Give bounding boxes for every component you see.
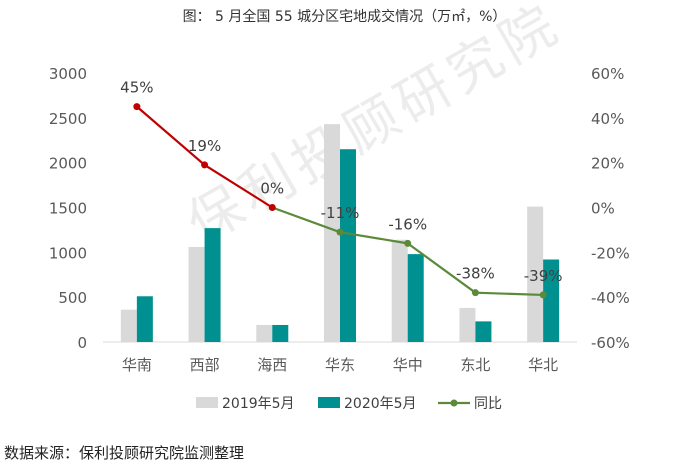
yoy-line: 45% 19% 0% -11% -16% -38% -39% [120, 79, 563, 299]
yoy-data-label: -11% [321, 204, 360, 222]
bars [120, 124, 560, 342]
x-tick-label: 东北 [460, 356, 490, 374]
left-tick-label: 1000 [49, 244, 87, 262]
x-tick-label: 西部 [190, 356, 220, 374]
chart-title: 图： 5 月全国 55 城分区宅地成交情况（万㎡，%） [182, 9, 507, 25]
yoy-point [539, 291, 547, 299]
x-tick-label: 海西 [257, 356, 287, 374]
yoy-point [268, 204, 276, 211]
yoy-line-segment [407, 242, 477, 294]
yoy-line-segment [136, 105, 206, 166]
bar-2019 [324, 124, 340, 342]
right-tick-label: 0% [591, 200, 615, 218]
legend-label-2020: 2020年5月 [344, 396, 417, 412]
right-tick-label: -20% [591, 244, 630, 262]
bar-2020 [407, 254, 424, 342]
right-tick-label: 20% [591, 155, 624, 173]
yoy-data-label: -38% [456, 265, 495, 283]
bar-2020 [543, 259, 560, 342]
x-tick-label: 华南 [122, 356, 152, 374]
bar-2019 [120, 309, 137, 342]
left-tick-label: 3000 [49, 65, 87, 83]
yoy-point [133, 103, 141, 111]
yoy-data-label: 19% [188, 137, 221, 155]
right-tick-label: 60% [591, 65, 624, 83]
left-axis: 0 500 1000 1500 2000 2500 3000 [49, 65, 87, 352]
left-tick-label: 0 [77, 334, 87, 352]
legend-swatch-2020 [318, 397, 340, 408]
bar-2019 [527, 206, 544, 342]
yoy-point [471, 289, 479, 297]
legend-marker-yoy [450, 399, 458, 407]
bar-2019 [256, 324, 273, 342]
x-tick-label: 华东 [325, 356, 355, 374]
bar-2019 [391, 239, 408, 342]
yoy-point [201, 161, 209, 169]
left-tick-label: 2500 [49, 110, 87, 128]
bar-2020 [340, 149, 356, 342]
left-tick-label: 500 [58, 289, 87, 307]
legend: 2019年5月 2020年5月 同比 [196, 396, 502, 412]
yoy-line-segment [475, 291, 544, 297]
right-tick-label: 40% [591, 110, 624, 128]
right-tick-label: -60% [591, 334, 630, 352]
yoy-line-segment [271, 206, 341, 234]
bar-2020 [136, 296, 153, 342]
yoy-line-segment [339, 231, 408, 245]
yoy-data-label: -16% [388, 215, 427, 233]
bar-2019 [188, 246, 205, 342]
legend-swatch-2019 [196, 397, 218, 408]
left-tick-label: 1500 [49, 200, 87, 218]
legend-label-2019: 2019年5月 [222, 396, 295, 412]
bar-2020 [272, 324, 289, 342]
bar-2020 [204, 228, 221, 342]
yoy-data-label: 0% [260, 180, 284, 198]
bar-2020 [475, 321, 492, 342]
yoy-data-label: 45% [120, 79, 153, 97]
source-note: 数据来源：保利投顾研究院监测整理 [4, 444, 245, 462]
bar-2019 [459, 307, 476, 342]
yoy-line-segment [203, 163, 273, 209]
right-tick-label: -40% [591, 289, 630, 307]
right-axis: -60% -40% -20% 0% 20% 40% 60% [591, 65, 630, 352]
legend-label-yoy: 同比 [474, 396, 502, 412]
yoy-point [336, 228, 344, 236]
x-tick-label: 华北 [528, 356, 558, 374]
x-axis: 华南 西部 海西 华东 华中 东北 华北 [103, 341, 577, 374]
x-tick-label: 华中 [393, 356, 423, 374]
yoy-data-label: -39% [524, 267, 563, 285]
left-tick-label: 2000 [49, 155, 87, 173]
yoy-point [404, 239, 412, 247]
